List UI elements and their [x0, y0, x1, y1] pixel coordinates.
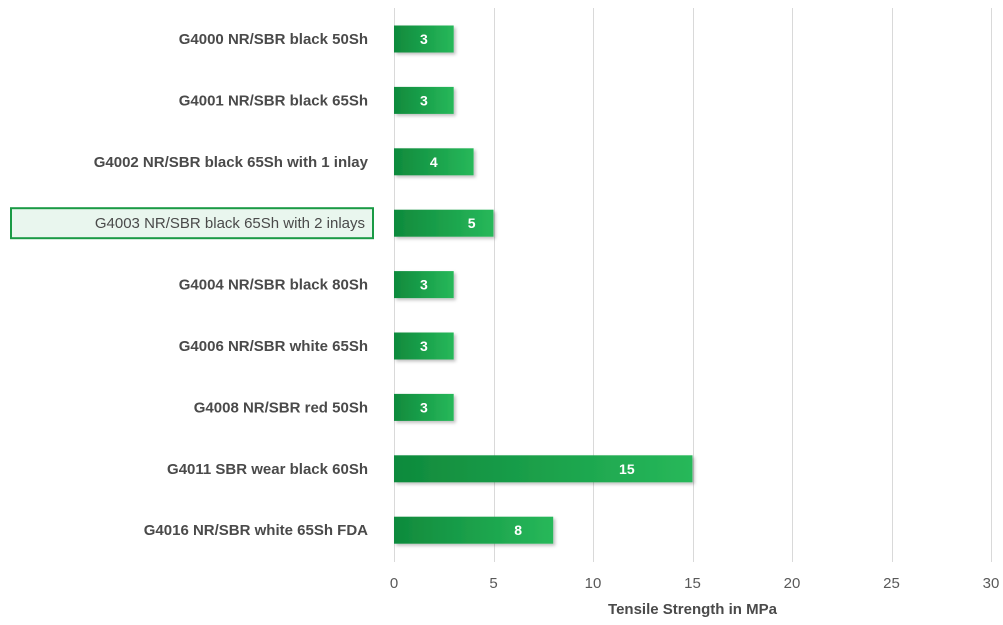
bar[interactable]	[394, 86, 454, 114]
category-label: G4008 NR/SBR red 50Sh	[194, 399, 368, 416]
bar[interactable]	[394, 332, 454, 360]
bar[interactable]	[394, 25, 454, 53]
bar[interactable]	[394, 516, 554, 544]
x-tick-label: 25	[883, 575, 900, 592]
highlight-box	[10, 207, 374, 240]
gridlines	[394, 8, 992, 562]
x-tick-label: 30	[983, 575, 1000, 592]
x-axis-ticks: 0 5 10 15 20 25 30	[390, 575, 1000, 592]
category-label[interactable]: G4003 NR/SBR black 65Sh with 2 inlays	[95, 215, 365, 232]
bar[interactable]	[394, 271, 454, 299]
bar[interactable]	[394, 455, 693, 483]
x-tick-label: 20	[784, 575, 801, 592]
bar-value-label: 15	[619, 461, 635, 477]
bar-value-label: 3	[420, 31, 428, 47]
bar[interactable]	[394, 209, 494, 237]
category-labels: G4000 NR/SBR black 50Sh G4001 NR/SBR blac…	[10, 31, 374, 539]
x-axis-title: Tensile Strength in MPa	[608, 601, 778, 618]
x-tick-label: 5	[489, 575, 497, 592]
bar-value-label: 3	[420, 92, 428, 108]
category-label: G4006 NR/SBR white 65Sh	[179, 338, 368, 355]
bar-value-label: 3	[420, 338, 428, 354]
category-label: G4004 NR/SBR black 80Sh	[179, 277, 368, 294]
bars: 3 3 4 5 3 3 3 15 8	[394, 25, 693, 544]
bar-value-label: 8	[514, 522, 522, 538]
category-label: G4002 NR/SBR black 65Sh with 1 inlay	[94, 154, 369, 171]
bar-value-label: 5	[468, 215, 476, 231]
category-label: G4016 NR/SBR white 65Sh FDA	[144, 522, 368, 539]
category-label: G4011 SBR wear black 60Sh	[167, 461, 368, 478]
category-label: G4000 NR/SBR black 50Sh	[179, 31, 368, 48]
category-label: G4001 NR/SBR black 65Sh	[179, 92, 368, 109]
bar[interactable]	[394, 148, 474, 176]
bar-value-label: 3	[420, 399, 428, 415]
bar-value-label: 3	[420, 277, 428, 293]
x-tick-label: 0	[390, 575, 398, 592]
bar-value-label: 4	[430, 154, 438, 170]
bar[interactable]	[394, 393, 454, 421]
x-tick-label: 10	[585, 575, 602, 592]
x-tick-label: 15	[684, 575, 701, 592]
